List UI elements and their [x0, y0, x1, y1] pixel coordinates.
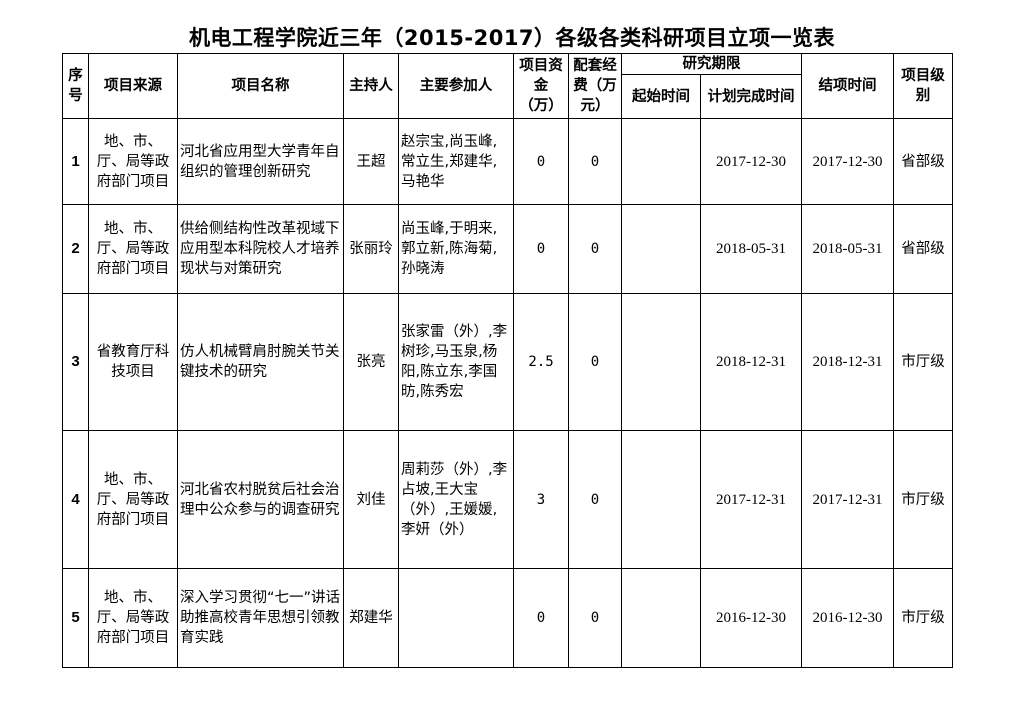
cell-planned-end: 2017-12-30: [700, 118, 802, 205]
header-host: 主持人: [343, 53, 399, 119]
cell-host: 郑建华: [343, 568, 399, 668]
header-closing: 结项时间: [801, 53, 894, 119]
cell-funds: 0: [513, 118, 569, 205]
cell-seq: 5: [62, 568, 89, 668]
header-level: 项目级别: [893, 53, 953, 119]
cell-matching: 0: [568, 430, 622, 569]
cell-participants: [398, 568, 514, 668]
cell-planned-end: 2018-05-31: [700, 204, 802, 294]
cell-seq: 1: [62, 118, 89, 205]
cell-funds: 0: [513, 568, 569, 668]
cell-closing: 2017-12-31: [801, 430, 894, 569]
cell-host: 张亮: [343, 293, 399, 431]
header-start: 起始时间: [621, 74, 701, 119]
table-row: 4 地、市、厅、局等政府部门项目 河北省农村脱贫后社会治理中公众参与的调查研究 刘佳周…: [62, 430, 953, 569]
header-funds: 项目资金（万）: [513, 53, 569, 119]
cell-name: 仿人机械臂肩肘腕关节关键技术的研究: [177, 293, 344, 431]
cell-name: 河北省应用型大学青年自组织的管理创新研究: [177, 118, 344, 205]
cell-participants: 尚玉峰,于明来,郭立新,陈海菊,孙晓涛: [398, 204, 514, 294]
cell-participants: 周莉莎（外）,李占坡,王大宝（外）,王媛媛,李妍（外）: [398, 430, 514, 569]
cell-matching: 0: [568, 204, 622, 294]
cell-seq: 3: [62, 293, 89, 431]
cell-name: 河北省农村脱贫后社会治理中公众参与的调查研究: [177, 430, 344, 569]
cell-planned-end: 2016-12-30: [700, 568, 802, 668]
cell-closing: 2018-12-31: [801, 293, 894, 431]
cell-funds: 3: [513, 430, 569, 569]
cell-participants: 赵宗宝,尚玉峰,常立生,郑建华,马艳华: [398, 118, 514, 205]
table-body: 1 地、市、厅、局等政府部门项目 河北省应用型大学青年自组织的管理创新研究 王超 赵宗宝…: [62, 118, 953, 668]
cell-host: 王超: [343, 118, 399, 205]
cell-host: 刘佳: [343, 430, 399, 569]
cell-start: [621, 430, 701, 569]
table-row: 1 地、市、厅、局等政府部门项目 河北省应用型大学青年自组织的管理创新研究 王超 赵宗宝…: [62, 118, 953, 205]
header-source: 项目来源: [88, 53, 178, 119]
header-participants: 主要参加人: [398, 53, 514, 119]
header-name: 项目名称: [177, 53, 344, 119]
cell-level: 市厅级: [893, 430, 953, 569]
cell-start: [621, 293, 701, 431]
cell-level: 省部级: [893, 118, 953, 205]
header-period: 研究期限: [621, 53, 802, 75]
table-row: 3 省教育厅科技项目 仿人机械臂肩肘腕关节关键技术的研究 张亮 张家雷（外）,李树珍,马…: [62, 293, 953, 431]
cell-name: 深入学习贯彻“七一”讲话助推高校青年思想引领教育实践: [177, 568, 344, 668]
cell-matching: 0: [568, 118, 622, 205]
cell-start: [621, 568, 701, 668]
cell-seq: 2: [62, 204, 89, 294]
cell-source: 地、市、厅、局等政府部门项目: [88, 118, 178, 205]
cell-source: 地、市、厅、局等政府部门项目: [88, 568, 178, 668]
cell-participants: 张家雷（外）,李树珍,马玉泉,杨阳,陈立东,李国昉,陈秀宏: [398, 293, 514, 431]
projects-table: 序号 项目来源 项目名称 主持人 主要参加人 项目资金（万） 配套经费（万元） …: [62, 53, 953, 668]
cell-start: [621, 118, 701, 205]
cell-planned-end: 2018-12-31: [700, 293, 802, 431]
cell-start: [621, 204, 701, 294]
cell-matching: 0: [568, 293, 622, 431]
document-title: 机电工程学院近三年（2015-2017）各级各类科研项目立项一览表: [188, 26, 836, 50]
cell-level: 省部级: [893, 204, 953, 294]
cell-name: 供给侧结构性改革视域下应用型本科院校人才培养现状与对策研究: [177, 204, 344, 294]
header-matching: 配套经费（万元）: [568, 53, 622, 119]
table-row: 2 地、市、厅、局等政府部门项目 供给侧结构性改革视域下应用型本科院校人才培养现状与…: [62, 204, 953, 294]
cell-closing: 2018-05-31: [801, 204, 894, 294]
cell-level: 市厅级: [893, 568, 953, 668]
header-seq: 序号: [62, 53, 89, 119]
cell-source: 地、市、厅、局等政府部门项目: [88, 204, 178, 294]
cell-source: 地、市、厅、局等政府部门项目: [88, 430, 178, 569]
cell-funds: 2.5: [513, 293, 569, 431]
cell-planned-end: 2017-12-31: [700, 430, 802, 569]
cell-closing: 2016-12-30: [801, 568, 894, 668]
cell-level: 市厅级: [893, 293, 953, 431]
cell-seq: 4: [62, 430, 89, 569]
cell-funds: 0: [513, 204, 569, 294]
cell-host: 张丽玲: [343, 204, 399, 294]
cell-matching: 0: [568, 568, 622, 668]
table-row: 5 地、市、厅、局等政府部门项目 深入学习贯彻“七一”讲话助推高校青年思想引领教育实…: [62, 568, 953, 668]
header-planned-end: 计划完成时间: [700, 74, 802, 119]
cell-closing: 2017-12-30: [801, 118, 894, 205]
cell-source: 省教育厅科技项目: [88, 293, 178, 431]
